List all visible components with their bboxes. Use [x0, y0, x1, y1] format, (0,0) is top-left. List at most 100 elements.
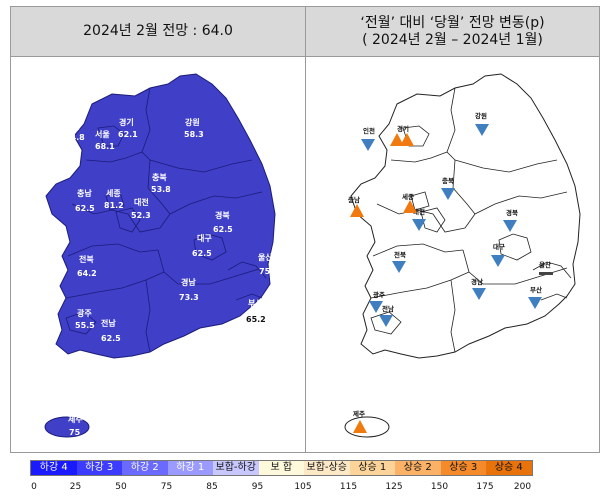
rlabel-busan: 부산 — [530, 285, 542, 294]
label-seoul-name: 서울 — [95, 129, 110, 139]
legend-item: 상승 2 — [395, 461, 441, 475]
label-incheon-name: 인천 — [65, 121, 80, 131]
legend-ticks: 0 25 50 75 85 95 105 115 125 150 175 200 — [0, 482, 610, 496]
label-sejong-value: 81.2 — [104, 201, 124, 210]
rlabel-incheon: 인천 — [363, 126, 375, 135]
rlabel-sejong: 세종 — [402, 192, 414, 201]
marker-ulsan-flat — [539, 272, 553, 275]
label-incheon-value: 54.8 — [65, 133, 85, 142]
legend-tick-label: 200 — [513, 482, 532, 492]
label-jeonbuk-name: 전북 — [79, 254, 94, 264]
marker-gyeongnam-down — [472, 288, 486, 300]
label-gangwon-name: 강원 — [185, 117, 200, 127]
marker-busan-down — [528, 297, 542, 309]
label-seoul-value: 68.1 — [95, 142, 115, 151]
rlabel-jeonnam: 전남 — [382, 304, 394, 313]
jeju-right — [344, 416, 390, 438]
label-jeonnam-value: 62.5 — [101, 334, 121, 343]
rlabel-ulsan: 울산 — [539, 260, 551, 269]
label-ulsan-value: 75 — [259, 267, 271, 276]
rlabel-gyeonggi: 경기 — [397, 124, 409, 133]
right-province-borders — [370, 87, 572, 353]
legend-tick-label: 150 — [430, 482, 449, 492]
label-ulsan-name: 울산 — [258, 252, 273, 262]
rlabel-jeonbuk: 전북 — [394, 250, 406, 259]
label-gangwon-value: 58.3 — [184, 130, 204, 139]
legend-tick-label: 95 — [251, 482, 264, 492]
left-title-text: 2024년 2월 전망 : 64.0 — [83, 23, 233, 39]
panel-divider — [305, 6, 306, 453]
label-daejeon-value: 52.3 — [131, 211, 151, 220]
legend-item: 보 합 — [258, 461, 304, 475]
label-gyeongbuk-name: 경북 — [215, 210, 230, 220]
right-title-line1: ‘전월’ 대비 ‘당월’ 전망 변동(p) — [360, 14, 545, 31]
rlabel-chungnam: 충남 — [348, 195, 360, 204]
label-daegu-name: 대구 — [197, 233, 212, 243]
legend-tick-label: 25 — [69, 482, 82, 492]
legend-item: 보합-하강 — [213, 461, 259, 475]
rlabel-daegu: 대구 — [493, 242, 505, 251]
marker-gangwon-down — [475, 124, 489, 136]
marker-daejeon-down — [412, 219, 426, 231]
jeju-left — [44, 416, 90, 438]
legend-tick-label: 0 — [31, 482, 37, 492]
legend-item: 하강 2 — [122, 461, 168, 475]
marker-jeonbuk-down — [392, 261, 406, 273]
legend-tick-label: 115 — [339, 482, 358, 492]
marker-gyeongbuk-down — [503, 220, 517, 232]
label-sejong-name: 세종 — [106, 188, 121, 198]
right-map: 인천 경기 강원 충북 충남 세종 대전 경북 전북 대구 울산 경남 부산 광… — [344, 73, 581, 438]
label-gyeonggi-value: 62.1 — [118, 130, 138, 139]
label-chungbuk-value: 53.8 — [151, 185, 171, 194]
legend-tick-label: 125 — [385, 482, 403, 492]
right-change-markers — [350, 124, 553, 433]
label-jeju-name: 제주 — [68, 414, 83, 424]
label-gyeongnam-name: 경남 — [181, 277, 196, 287]
left-map: 인천 54.8 경기 62.1 서울 68.1 강원 58.3 충북 53.8 … — [44, 73, 276, 438]
marker-chungnam-up — [350, 204, 364, 217]
right-title-line2: ( 2024년 2월 – 2024년 1월) — [362, 31, 543, 48]
legend-tick-label: 85 — [206, 482, 218, 492]
legend-item: 상승 1 — [349, 461, 395, 475]
left-region-labels: 인천 54.8 경기 62.1 서울 68.1 강원 58.3 충북 53.8 … — [65, 117, 273, 437]
legend-item: 하강 4 — [31, 461, 77, 475]
rlabel-gyeongnam: 경남 — [471, 277, 483, 286]
left-province-borders — [65, 87, 267, 353]
rlabel-jeju: 제주 — [353, 409, 365, 418]
legend-item: 상승 3 — [440, 461, 486, 475]
marker-gyeonggi-up-1 — [390, 133, 404, 146]
legend-tick-label: 50 — [115, 482, 127, 492]
marker-gyeonggi-up-2 — [400, 133, 414, 146]
marker-sejong-up — [403, 200, 417, 213]
legend-item: 하강 3 — [76, 461, 122, 475]
label-chungnam-name: 충남 — [77, 188, 92, 198]
label-gwangju-name: 광주 — [77, 308, 92, 318]
label-gyeongbuk-value: 62.5 — [213, 225, 233, 234]
legend-item: 보합-상승 — [304, 461, 350, 475]
marker-jeju-up — [353, 420, 367, 433]
rlabel-gyeongbuk: 경북 — [506, 208, 518, 217]
marker-daegu-down — [491, 255, 505, 267]
rlabel-gangwon: 강원 — [475, 111, 487, 120]
label-gyeongnam-value: 73.3 — [179, 293, 199, 302]
label-chungbuk-name: 충북 — [152, 172, 167, 182]
rlabel-gwangju: 광주 — [373, 290, 385, 299]
legend-bar: 하강 4 하강 3 하강 2 하강 1 보합-하강 보 합 보합-상승 상승 1 상승 2 상승 … — [30, 460, 533, 476]
marker-jeonnam-down — [379, 315, 393, 327]
right-panel-title: ‘전월’ 대비 ‘당월’ 전망 변동(p) ( 2024년 2월 – 2024년… — [306, 7, 599, 57]
marker-gwangju-down — [369, 301, 383, 313]
label-chungnam-value: 62.5 — [75, 204, 95, 213]
marker-incheon-down — [361, 139, 375, 151]
label-jeju-value: 75 — [69, 428, 81, 437]
label-busan-value: 65.2 — [246, 315, 266, 324]
label-busan-name: 부산 — [248, 298, 263, 308]
label-jeonbuk-value: 64.2 — [77, 269, 97, 278]
label-gyeonggi-name: 경기 — [119, 117, 134, 127]
label-gwangju-value: 55.5 — [75, 321, 95, 330]
rlabel-daejeon: 대전 — [413, 207, 425, 216]
left-panel-title: 2024년 2월 전망 : 64.0 — [11, 7, 305, 57]
legend-item: 하강 1 — [167, 461, 213, 475]
right-region-labels: 인천 경기 강원 충북 충남 세종 대전 경북 전북 대구 울산 경남 부산 광… — [348, 111, 551, 418]
label-daegu-value: 62.5 — [192, 249, 212, 258]
